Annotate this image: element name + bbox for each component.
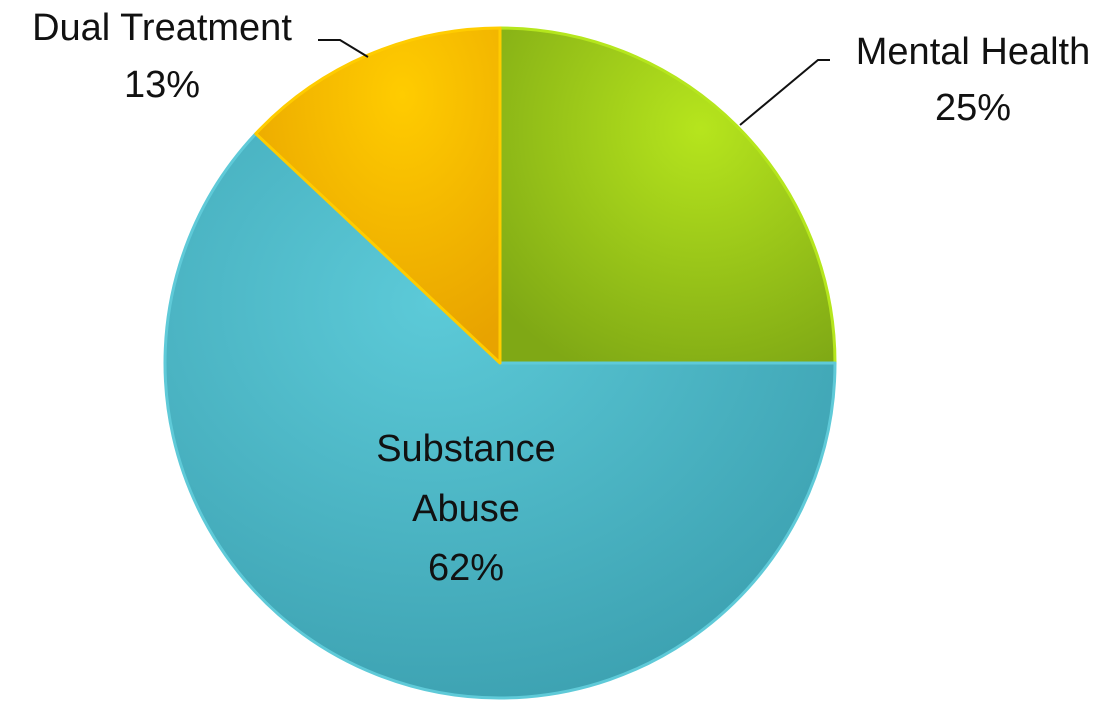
- slice-label-substance-abuse-line1: Substance: [376, 428, 556, 470]
- slice-label-mental-health: Mental Health: [856, 31, 1090, 73]
- slice-label-dual-treatment: Dual Treatment: [32, 7, 292, 49]
- slice-percent-dual-treatment: 13%: [124, 64, 200, 106]
- pie-slice-mental-health: [498, 26, 837, 365]
- leader-line-dual-treatment: [318, 39, 369, 58]
- leader-line-mental-health: [739, 59, 830, 126]
- pie-slice-substance-abuse: [163, 132, 837, 700]
- slice-percent-substance-abuse: 62%: [428, 547, 504, 589]
- slice-label-substance-abuse-line2: Abuse: [412, 488, 520, 530]
- pie-slices: [163, 26, 837, 700]
- slice-percent-mental-health: 25%: [935, 87, 1011, 129]
